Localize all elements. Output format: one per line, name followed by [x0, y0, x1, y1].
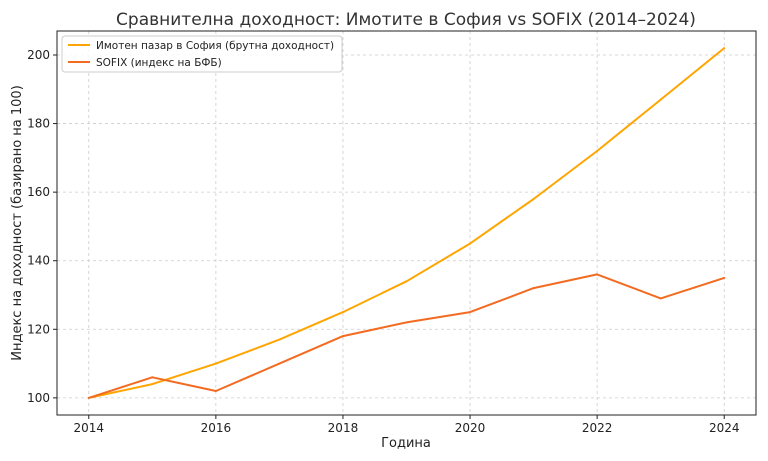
legend-label: Имотен пазар в София (брутна доходност) [96, 40, 334, 52]
data-point [469, 242, 472, 245]
plot-frame [56, 30, 757, 416]
data-point [723, 276, 726, 279]
data-point [341, 311, 344, 314]
y-tick-label: 100 [27, 391, 50, 405]
data-point [278, 362, 281, 365]
x-tick-label: 2022 [582, 421, 613, 435]
chart-title: Сравнителна доходност: Имотите в София v… [116, 10, 696, 30]
legend-label: SOFIX (индекс на БФБ) [96, 57, 222, 69]
data-point [596, 150, 599, 152]
x-axis-label: Година [381, 436, 431, 451]
data-point [405, 280, 408, 283]
y-tick-label: 180 [27, 117, 50, 131]
data-point [596, 273, 599, 276]
legend-box [61, 35, 343, 73]
y-tick-label: 120 [27, 322, 50, 336]
legend: Имотен пазар в София (брутна доходност) S… [61, 35, 343, 73]
data-point [151, 383, 154, 386]
y-tick-label: 200 [27, 48, 50, 62]
data-point [405, 321, 408, 324]
data-point [659, 98, 662, 101]
data-point [214, 390, 217, 392]
x-tick-label: 2020 [455, 421, 486, 435]
grid [57, 31, 756, 415]
x-tick-label: 2014 [73, 421, 104, 435]
data-point [87, 396, 90, 399]
data-point [278, 338, 281, 341]
x-tick-label: 2016 [201, 421, 232, 435]
data-point [532, 198, 535, 200]
series-lines [87, 47, 726, 399]
y-tick-label: 140 [27, 254, 50, 268]
data-point [532, 287, 535, 290]
y-axis-label: Индекс на доходност (базирано на 100) [10, 85, 25, 361]
data-point [469, 311, 472, 314]
axis-ticks: 2014 2016 2018 2020 2022 2024 100 120 140 160 180 2… [27, 48, 739, 435]
data-point [341, 335, 344, 338]
data-point [659, 297, 662, 300]
series-line-2 [88, 273, 725, 399]
x-tick-label: 2018 [328, 421, 359, 435]
x-tick-label: 2024 [709, 421, 740, 435]
y-tick-label: 160 [27, 185, 50, 199]
data-point [151, 376, 154, 379]
data-point [214, 362, 217, 365]
data-point [723, 47, 726, 50]
series-line-1 [88, 47, 725, 399]
